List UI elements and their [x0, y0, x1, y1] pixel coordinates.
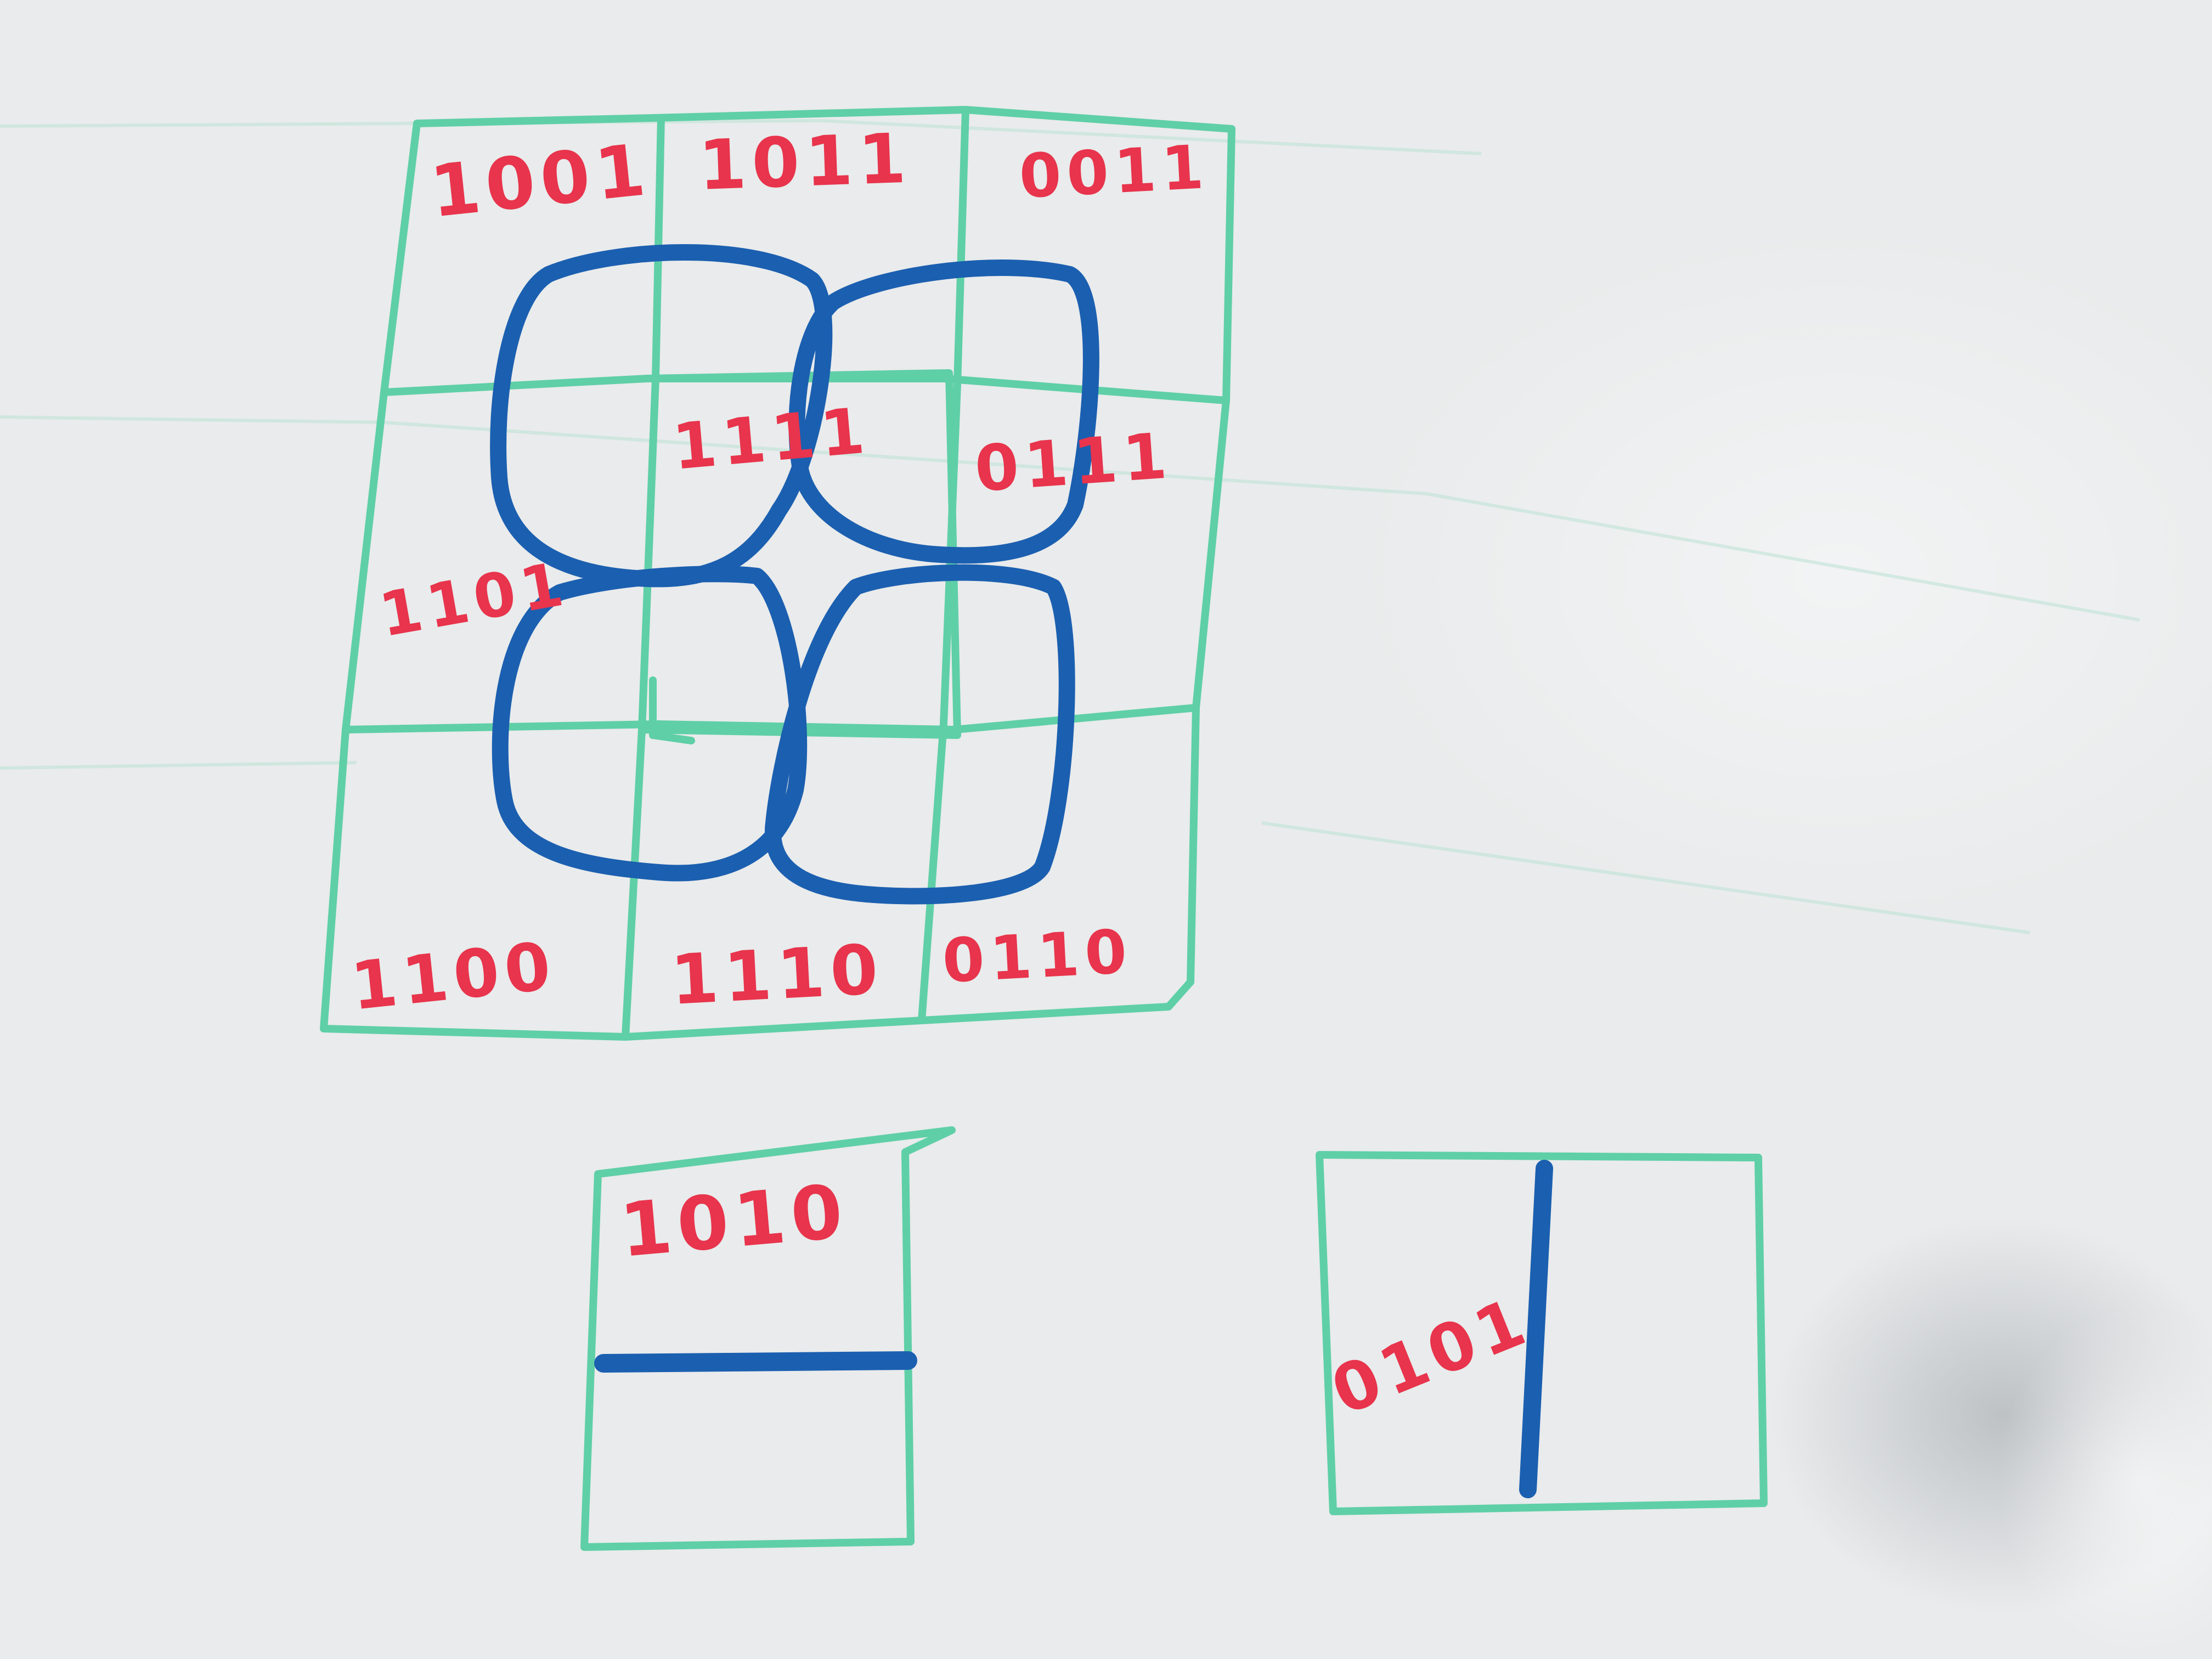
tile-label: 1010	[617, 1168, 851, 1274]
tile-label: 0110	[941, 916, 1134, 996]
tile-outline	[1316, 1151, 1768, 1515]
ghost-strokes	[0, 119, 2140, 934]
reflection-glare	[1997, 1306, 2212, 1657]
tile-label: 0011	[1018, 132, 1211, 212]
grid-labels: 1001 1011 0011 1101 1111 0111 1100 1110 …	[348, 119, 1211, 1025]
tile-label: 1011	[697, 119, 913, 206]
horizontal-line	[594, 1351, 917, 1373]
light-glare	[1344, 219, 2212, 933]
tile-outline	[580, 1126, 956, 1551]
extra-tile-horizontal: 1010	[580, 1126, 956, 1551]
vertical-line	[1519, 1160, 1553, 1498]
tile-label: 1111	[670, 394, 873, 484]
tile-label: 1110	[669, 930, 885, 1020]
tile-label: 0111	[973, 419, 1175, 506]
blue-loop-pattern	[490, 244, 1099, 905]
